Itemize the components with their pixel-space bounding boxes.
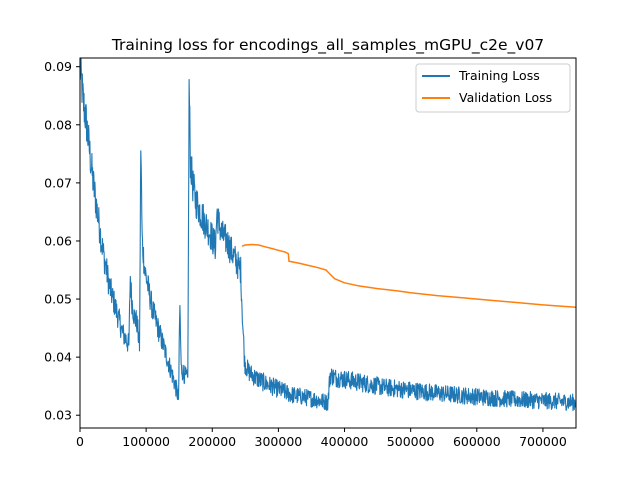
y-tick-label: 0.03 (44, 408, 72, 423)
series-line-validation-loss (241, 243, 576, 308)
x-tick-label: 0 (76, 434, 84, 449)
x-tick-label: 500000 (387, 434, 435, 449)
plot-area (80, 58, 576, 412)
x-tick-label: 600000 (453, 434, 501, 449)
y-tick-label: 0.05 (44, 292, 72, 307)
y-tick-label: 0.07 (44, 175, 72, 190)
series-line-training-loss (80, 58, 576, 412)
legend: Training Loss Validation Loss (415, 63, 571, 113)
x-tick-label: 300000 (255, 434, 303, 449)
x-tick-label: 100000 (122, 434, 170, 449)
x-tick-label: 400000 (321, 434, 369, 449)
axes: 0 100000 200000 300000 400000 500000 600000 700… (44, 59, 567, 449)
legend-box (415, 63, 571, 113)
y-tick-label: 0.04 (44, 350, 72, 365)
plot-frame (79, 57, 577, 429)
y-tick-label: 0.09 (44, 59, 72, 74)
chart-title: Training loss for encodings_all_samples_… (111, 36, 544, 55)
y-tick-label: 0.08 (44, 117, 72, 132)
legend-label-validation: Validation Loss (459, 90, 552, 105)
legend-label-training: Training Loss (458, 68, 540, 83)
y-tick-label: 0.06 (44, 233, 72, 248)
x-tick-label: 700000 (519, 434, 567, 449)
x-tick-label: 200000 (188, 434, 236, 449)
